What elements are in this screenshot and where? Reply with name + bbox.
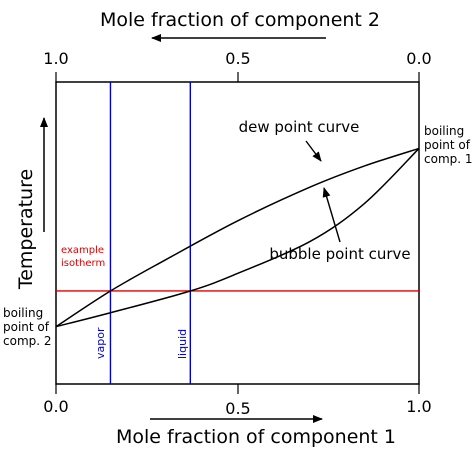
bottom-tick-label-0: 0.0 xyxy=(43,397,68,416)
dew-curve-pointer xyxy=(305,140,322,162)
vapor-label: vapor xyxy=(94,327,107,359)
right-endpoint-label-2: point of xyxy=(424,138,471,152)
top-axis-title: Mole fraction of component 2 xyxy=(100,9,380,31)
bottom-tick-label-1: 0.5 xyxy=(225,399,250,418)
liquid-label: liquid xyxy=(176,329,189,359)
dew-curve-label: dew point curve xyxy=(239,118,360,136)
top-tick-label-0: 1.0 xyxy=(43,49,68,68)
dew-point-curve xyxy=(55,147,420,328)
left-endpoint-label-1: boiling xyxy=(3,306,43,320)
isotherm-label-line1: example xyxy=(61,245,104,256)
top-tick-label-2: 0.0 xyxy=(406,49,431,68)
right-endpoint-label-3: comp. 1 xyxy=(424,152,473,166)
top-tick-label-1: 0.5 xyxy=(225,49,250,68)
bubble-curve-pointer xyxy=(322,187,341,243)
bottom-tick-label-2: 1.0 xyxy=(406,397,431,416)
right-endpoint-label-1: boiling xyxy=(424,124,464,138)
left-endpoint-label-2: point of xyxy=(3,320,50,334)
left-endpoint-label-3: comp. 2 xyxy=(3,334,52,348)
bottom-axis-title: Mole fraction of component 1 xyxy=(116,426,396,448)
isotherm-label-line2: isotherm xyxy=(61,258,105,269)
bubble-curve-label: bubble point curve xyxy=(269,245,410,263)
bubble-point-curve xyxy=(55,147,420,328)
y-axis-title: Temperature xyxy=(15,169,37,290)
